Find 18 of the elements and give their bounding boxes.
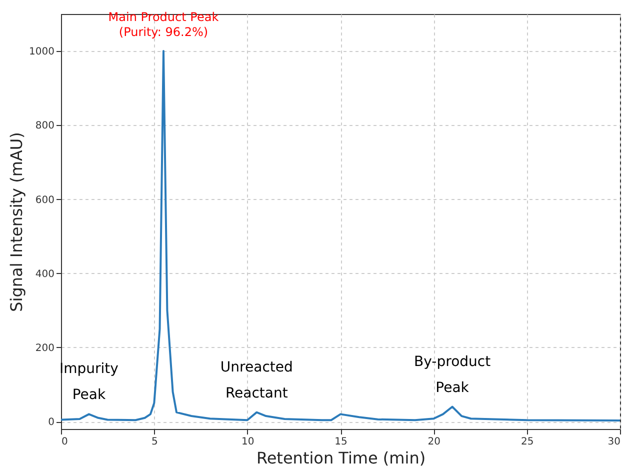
- y-tick-label: 200: [35, 342, 54, 354]
- x-tick-label: 5: [151, 436, 158, 448]
- x-tick-label: 25: [520, 436, 534, 448]
- x-tick-label: 15: [334, 436, 348, 448]
- y-tick-label: 400: [35, 268, 54, 280]
- annotation: By-product Peak: [414, 354, 492, 396]
- line-series: [60, 50, 621, 422]
- y-tick-label: 0: [48, 417, 54, 428]
- x-tick-label: 30: [608, 436, 620, 448]
- y-axis-title: Signal Intensity (mAU): [7, 132, 26, 312]
- y-tick-label: 800: [35, 120, 54, 132]
- x-tick-label: 0: [62, 436, 68, 448]
- x-axis-title: Retention Time (min): [256, 448, 426, 468]
- y-tick-label: 600: [35, 194, 54, 206]
- y-tick-label: 1000: [29, 46, 54, 58]
- annotation: Unreacted Reactant: [220, 359, 293, 402]
- x-tick-label: 20: [428, 436, 441, 448]
- x-tick-label: 10: [241, 436, 254, 448]
